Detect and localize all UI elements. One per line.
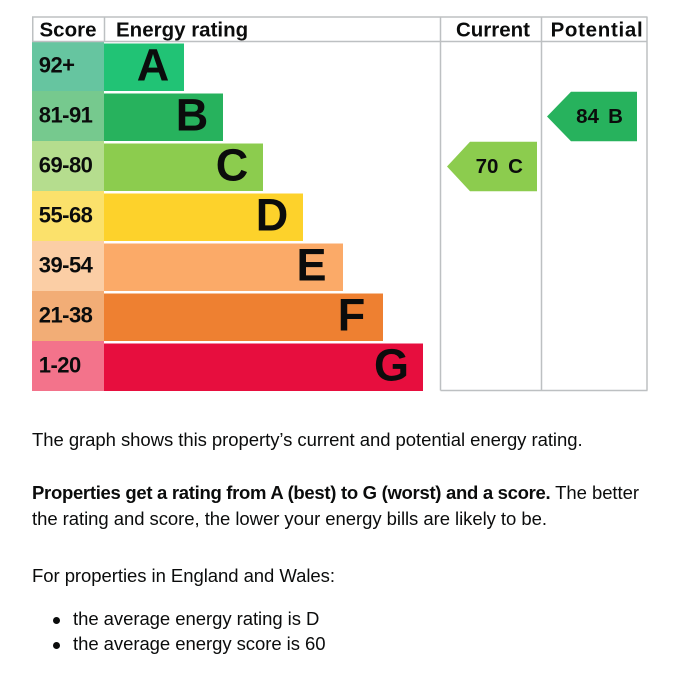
svg-text:D: D <box>256 190 289 241</box>
svg-text:B: B <box>608 105 623 128</box>
svg-text:C: C <box>508 155 523 178</box>
svg-text:39-54: 39-54 <box>39 253 94 278</box>
svg-text:Potential: Potential <box>551 18 644 41</box>
svg-text:84: 84 <box>576 105 599 128</box>
svg-text:Energy rating: Energy rating <box>116 18 248 41</box>
svg-text:69-80: 69-80 <box>39 153 93 178</box>
svg-text:C: C <box>216 140 249 191</box>
svg-text:55-68: 55-68 <box>39 203 93 228</box>
svg-text:B: B <box>176 90 209 141</box>
svg-text:E: E <box>296 240 326 291</box>
svg-text:70: 70 <box>476 155 499 178</box>
svg-text:F: F <box>338 290 366 341</box>
svg-text:Score: Score <box>40 18 97 41</box>
svg-text:Current: Current <box>456 18 530 41</box>
svg-text:1-20: 1-20 <box>39 353 81 378</box>
svg-text:A: A <box>137 40 170 91</box>
svg-text:92+: 92+ <box>39 53 75 78</box>
svg-text:21-38: 21-38 <box>39 303 93 328</box>
svg-text:G: G <box>374 340 409 391</box>
svg-text:81-91: 81-91 <box>39 103 93 128</box>
